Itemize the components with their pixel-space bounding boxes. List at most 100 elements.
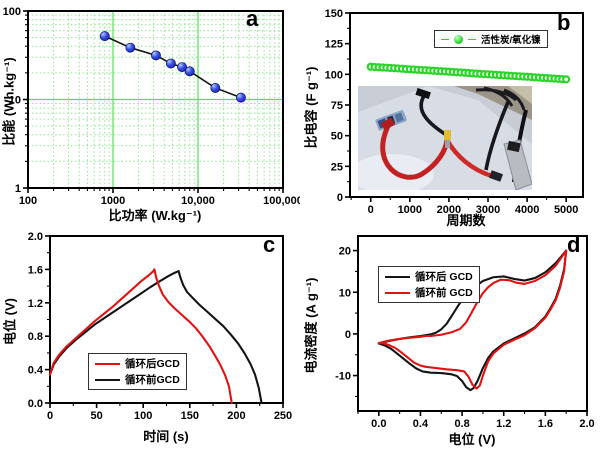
legend-line-swatch <box>95 378 120 381</box>
data-point <box>210 83 221 93</box>
legend-entry: 循环后GCD <box>95 356 180 371</box>
series-curve <box>48 270 263 405</box>
series-curve <box>48 268 233 405</box>
y-tick-label: 150 <box>325 8 343 20</box>
x-tick-label: 50 <box>90 410 102 422</box>
plot-frame <box>349 12 584 198</box>
coiled-cable <box>475 86 526 111</box>
legend-label: 循环后 GCD <box>415 271 473 283</box>
x-tick-label: 4000 <box>515 204 539 216</box>
electrode-strip <box>503 139 532 190</box>
legend-entry: 活性炭/氧化镍 <box>441 32 541 46</box>
legend-marker-swatch <box>454 34 463 44</box>
panel-d-letter: d <box>567 232 581 257</box>
panel-d-legend: 循环后 GCD 循环前 GCD <box>378 266 480 303</box>
black-cable <box>419 95 449 138</box>
yellow-connector <box>444 130 451 140</box>
x-tick-label: 150 <box>181 410 199 422</box>
y-tick-label: 0.0 <box>28 398 43 410</box>
y-tick-label: 10 <box>339 287 351 299</box>
legend-label: 循环前 GCD <box>415 287 473 299</box>
table-corner <box>508 86 532 104</box>
x-tick-label: 1.2 <box>496 418 511 430</box>
panel-c: 0 50 100 150 200 250 0.0 0.4 0.8 1.2 1.6 2.0 循环后GCD… <box>0 226 300 452</box>
x-tick-label: 2.0 <box>579 418 594 430</box>
data-point <box>165 58 176 69</box>
alligator-clip <box>488 170 504 182</box>
x-tick-label: 100 <box>134 410 152 422</box>
legend-label: 循环前GCD <box>125 374 180 386</box>
y-tick-label: 0 <box>337 192 343 204</box>
x-tick-label: 100 <box>19 195 37 207</box>
panel-d-y-axis-label: 电流密度 (A g⁻¹) <box>303 277 319 374</box>
panel-c-letter: c <box>263 232 276 257</box>
y-tick-label: 25 <box>331 161 343 173</box>
legend-entry: 循环后 GCD <box>385 269 473 284</box>
y-tick-label: 75 <box>331 100 343 112</box>
panel-d-plot: 0.0 0.4 0.8 1.2 1.6 2.0 -10 0 10 20 <box>335 235 595 430</box>
panel-b-letter: b <box>557 10 571 35</box>
data-point <box>235 92 246 103</box>
x-tick-label: 1000 <box>398 204 422 216</box>
y-tick-label: 0 <box>345 329 351 341</box>
panel-a-plot: 100 1000 10,000 100,000 1 10 100 <box>3 6 300 207</box>
x-tick-label: 1000 <box>101 195 125 207</box>
x-tick-label: 200 <box>227 410 245 422</box>
y-tick-label: 1.2 <box>28 298 43 310</box>
y-tick-label: 0.8 <box>28 331 43 343</box>
y-tick-label: 10 <box>9 95 21 107</box>
x-tick-label: 100,000 <box>263 195 300 207</box>
y-tick-label: 125 <box>325 39 343 51</box>
legend-line-swatch <box>441 38 449 40</box>
x-tick-label: 5000 <box>554 204 578 216</box>
device-photo-inset <box>358 86 532 190</box>
legend-line-swatch <box>468 38 476 40</box>
panel-c-plot: 0 50 100 150 200 250 0.0 0.4 0.8 1.2 1.6 2.0 <box>28 231 292 422</box>
data-point <box>184 66 195 77</box>
panel-b-legend: 活性炭/氧化镍 <box>434 30 548 48</box>
data-point <box>562 75 571 84</box>
panel-b-plot: 0 1000 2000 3000 4000 5000 0 25 50 75 100 125 150 <box>325 8 584 216</box>
legend-line-swatch <box>385 291 410 294</box>
panel-c-y-axis-label: 电位 (V) <box>2 298 18 345</box>
panel-d-x-axis-label: 电位 (V) <box>448 432 496 447</box>
panel-b-y-axis-label: 比电容 (F g⁻¹) <box>303 66 319 149</box>
legend-label: 活性炭/氧化镍 <box>481 35 541 46</box>
legend-label: 循环后GCD <box>125 358 180 370</box>
y-tick-label: 2.0 <box>28 231 43 243</box>
cable-connector <box>415 88 431 100</box>
panel-b: 0 1000 2000 3000 4000 5000 0 25 50 75 100 125 150 <box>300 0 600 228</box>
red-clip <box>380 117 396 131</box>
y-tick-label: 50 <box>331 131 343 143</box>
x-tick-label: 1.6 <box>538 418 553 430</box>
data-point <box>177 62 188 73</box>
panel-a-letter: a <box>246 6 259 31</box>
plot-frame <box>49 235 284 404</box>
x-tick-label: 10,000 <box>181 195 215 207</box>
panel-d: 0.0 0.4 0.8 1.2 1.6 2.0 -10 0 10 20 循环后 GCD 循环前 G… <box>300 226 600 452</box>
data-point <box>99 31 110 42</box>
x-tick-label: 0 <box>368 204 374 216</box>
series-curve <box>377 249 568 390</box>
y-tick-label: 20 <box>339 246 351 258</box>
x-tick-label: 2000 <box>437 204 461 216</box>
y-tick-label: 100 <box>3 6 21 18</box>
legend-entry: 循环前GCD <box>95 372 180 387</box>
x-tick-label: 0.4 <box>413 418 429 430</box>
x-tick-label: 3000 <box>476 204 500 216</box>
plot-frame <box>27 10 284 189</box>
data-point <box>125 42 136 53</box>
panel-c-x-axis-label: 时间 (s) <box>143 429 189 444</box>
y-tick-label: 100 <box>325 69 343 81</box>
legend-line-swatch <box>95 362 120 365</box>
y-tick-label: 0.4 <box>28 365 44 377</box>
panel-b-x-axis-label: 周期数 <box>446 213 486 228</box>
plot-frame <box>357 235 588 412</box>
x-tick-label: 0.0 <box>371 418 386 430</box>
y-tick-label: -10 <box>335 371 351 383</box>
panel-a: 100 1000 10,000 100,000 1 10 100 比能 (Wh.kg⁻¹) … <box>0 0 301 226</box>
data-point <box>150 50 161 61</box>
alligator-clip <box>507 140 521 153</box>
silver-tip <box>445 140 450 148</box>
